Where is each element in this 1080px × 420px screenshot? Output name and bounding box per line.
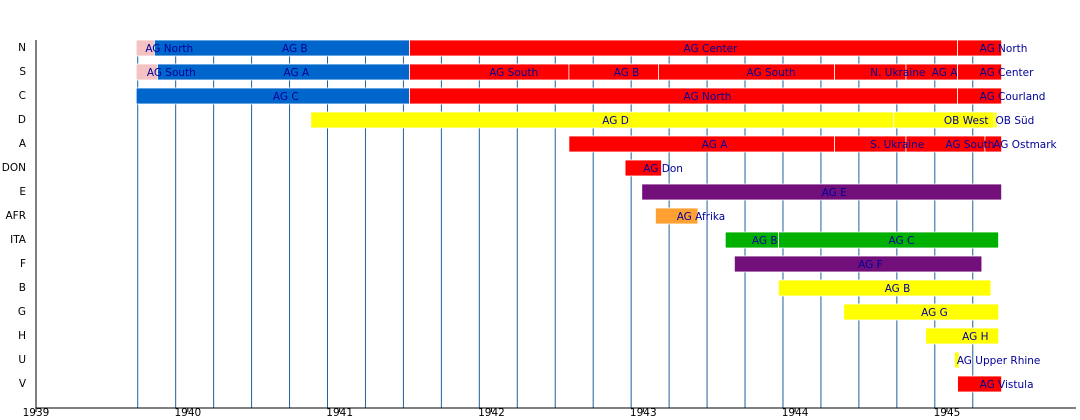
segment-label: AG B bbox=[885, 283, 911, 295]
segment-label: AG Vistula bbox=[980, 379, 1034, 391]
segment-label: AG Afrika bbox=[677, 211, 726, 223]
x-tick-label: 1939 bbox=[23, 407, 50, 419]
segment-label: AG C bbox=[273, 91, 299, 103]
segment-label: N. Ukraine bbox=[870, 67, 925, 79]
segment-label: AG South bbox=[489, 67, 538, 79]
segment-bar bbox=[957, 375, 1003, 393]
x-tick-label: 1942 bbox=[478, 407, 505, 419]
row-label: C bbox=[19, 90, 26, 102]
x-tick-label: 1941 bbox=[326, 407, 353, 419]
segment-bar bbox=[843, 303, 999, 321]
segment-bar bbox=[641, 183, 1003, 201]
row-label: A bbox=[19, 138, 27, 150]
segment-bar bbox=[957, 63, 1003, 81]
x-tick-label: 1940 bbox=[174, 407, 201, 419]
segment-label: AG Don bbox=[643, 163, 683, 175]
segment-bar bbox=[778, 279, 992, 297]
row-label: E bbox=[19, 186, 26, 198]
segment-bar bbox=[624, 159, 662, 177]
segment-bar bbox=[655, 207, 699, 225]
segment-label: AG B bbox=[282, 43, 308, 55]
x-tick-label: 1944 bbox=[782, 407, 809, 419]
segment-label: AG Ostmark bbox=[993, 139, 1057, 151]
segment-label: AG B bbox=[614, 67, 640, 79]
segment-label: AG Upper Rhine bbox=[957, 355, 1041, 367]
segment-label: AG Center bbox=[684, 43, 738, 55]
segment-label: S. Ukraine bbox=[870, 139, 924, 151]
row-label: F bbox=[20, 258, 26, 270]
row-label: N bbox=[18, 42, 26, 54]
segment-bar bbox=[733, 255, 983, 273]
segment-bar bbox=[984, 135, 1003, 153]
segment-bar bbox=[957, 87, 1003, 105]
row-label: D bbox=[18, 114, 26, 126]
segment-label: OB Süd bbox=[996, 115, 1035, 127]
segment-label: AG South bbox=[747, 67, 796, 79]
segment-label: AG F bbox=[858, 259, 883, 271]
segment-label: AG North bbox=[684, 91, 732, 103]
segment-label: AG B bbox=[752, 235, 778, 247]
row-label: ITA bbox=[10, 234, 27, 246]
segment-bar bbox=[993, 111, 998, 129]
segment-label: AG North bbox=[980, 43, 1028, 55]
segment-label: AG A bbox=[702, 139, 728, 151]
segment-label: AG A bbox=[283, 67, 309, 79]
segment-label: AG C bbox=[888, 235, 914, 247]
row-label: B bbox=[19, 282, 26, 294]
row-label: S bbox=[19, 66, 26, 78]
segment-label: AG North bbox=[145, 43, 193, 55]
row-label: AFR bbox=[5, 210, 26, 222]
x-tick-label: 1943 bbox=[630, 407, 657, 419]
segment-bar bbox=[778, 231, 999, 249]
segment-label: AG A bbox=[932, 67, 958, 79]
segment-label: AG G bbox=[921, 307, 948, 319]
segment-label: OB West bbox=[944, 115, 989, 127]
row-label: H bbox=[18, 330, 26, 342]
segment-bar bbox=[925, 327, 999, 345]
row-label: U bbox=[18, 354, 26, 366]
segment-bar bbox=[957, 39, 1003, 57]
segment-label: AG South bbox=[147, 67, 196, 79]
segment-label: AG Center bbox=[980, 67, 1034, 79]
segment-label: AG E bbox=[822, 187, 847, 199]
segment-label: AG D bbox=[602, 115, 629, 127]
row-label: DON bbox=[2, 162, 26, 174]
x-tick-label: 1945 bbox=[934, 407, 961, 419]
row-label: G bbox=[18, 306, 26, 318]
segment-bar bbox=[954, 351, 960, 369]
segment-label: AG Courland bbox=[980, 91, 1046, 103]
segment-label: AG South bbox=[945, 139, 994, 151]
row-label: V bbox=[19, 378, 27, 390]
segment-label: AG H bbox=[962, 331, 988, 343]
